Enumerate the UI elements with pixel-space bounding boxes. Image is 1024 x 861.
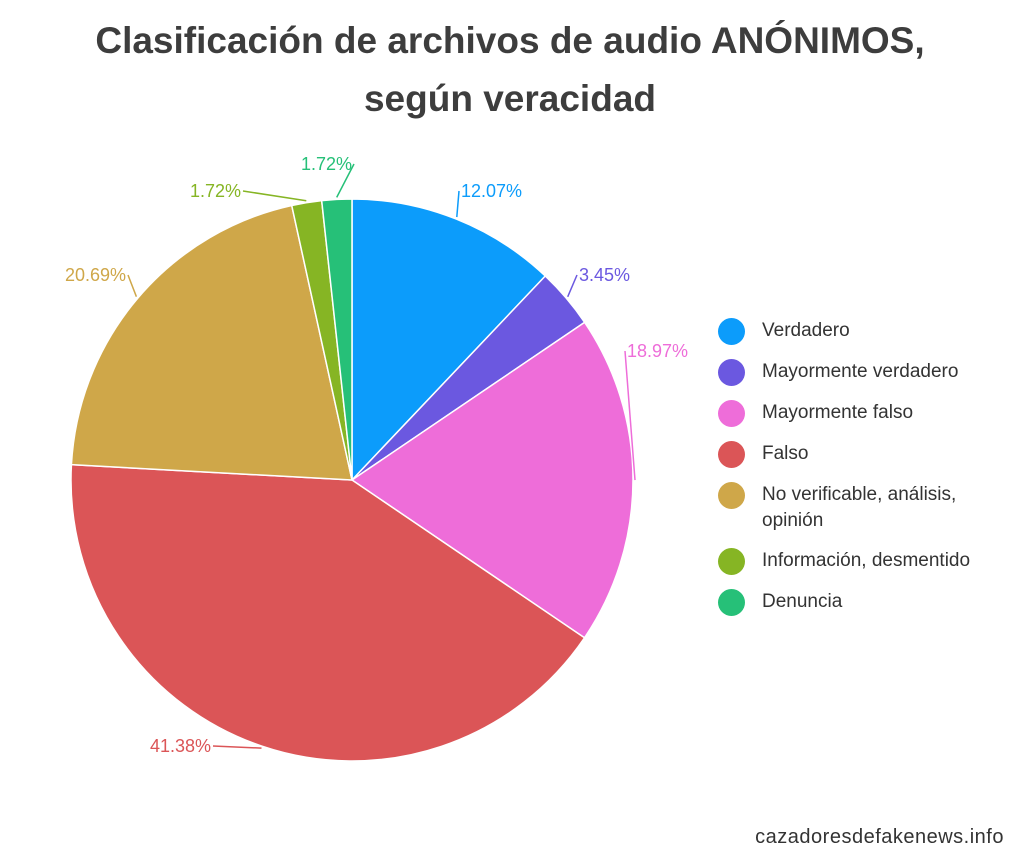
data-label-2: 3.45% [579, 265, 630, 285]
legend-swatch [718, 482, 745, 509]
leader-line-4 [212, 745, 262, 749]
chart-title: Clasificación de archivos de audio ANÓNI… [40, 12, 980, 128]
legend-swatch [718, 589, 745, 616]
legend-label: Mayormente falso [762, 402, 914, 423]
pie-slice-1 [351, 198, 547, 482]
legend-label: Falso [762, 443, 809, 464]
leader-line-3 [624, 350, 636, 481]
legend-item-2: Mayormente verdadero [718, 359, 1018, 386]
data-label-1: 12.07% [461, 181, 522, 201]
pie-slice-5 [70, 204, 353, 481]
leader-line-5 [127, 274, 138, 297]
source-credit: cazadoresdefakenews.info [755, 826, 1004, 848]
leader-line-2 [567, 274, 578, 298]
data-label-6: 1.72% [190, 181, 241, 201]
data-label-3: 18.97% [627, 341, 688, 361]
pie-slice-7 [320, 198, 353, 481]
data-label-4: 41.38% [150, 736, 211, 756]
legend-item-3: Mayormente falso [718, 400, 1018, 427]
legend-label: Denuncia [762, 591, 843, 612]
data-label-5: 20.69% [65, 265, 126, 285]
legend-label: Información, desmentido [762, 550, 971, 571]
pie-slice-3 [350, 321, 634, 639]
legend-item-5: No verificable, análisis, opinión [718, 482, 1018, 534]
legend-swatch [718, 548, 745, 575]
legend-item-7: Denuncia [718, 589, 1018, 616]
legend-swatch [718, 400, 745, 427]
legend-item-1: Verdadero [718, 318, 1018, 345]
leader-line-6 [242, 190, 307, 202]
pie-slice-4 [70, 463, 586, 762]
legend-swatch [718, 441, 745, 468]
legend-label: No verificable, análisis, opinión [762, 484, 957, 531]
leader-line-7 [336, 163, 355, 198]
legend-swatch [718, 318, 745, 345]
chart-title-line-1: Clasificación de archivos de audio ANÓNI… [95, 20, 925, 61]
legend-swatch [718, 359, 745, 386]
legend-label: Verdadero [762, 320, 850, 341]
leader-line-1 [456, 190, 460, 218]
chart-title-line-2: según veracidad [363, 78, 656, 119]
chart-legend: Verdadero Mayormente verdadero Mayormente … [718, 318, 1018, 630]
legend-item-4: Falso [718, 441, 1018, 468]
data-label-7: 1.72% [301, 154, 352, 174]
legend-item-6: Información, desmentido [718, 548, 1018, 575]
legend-label: Mayormente verdadero [762, 361, 959, 382]
